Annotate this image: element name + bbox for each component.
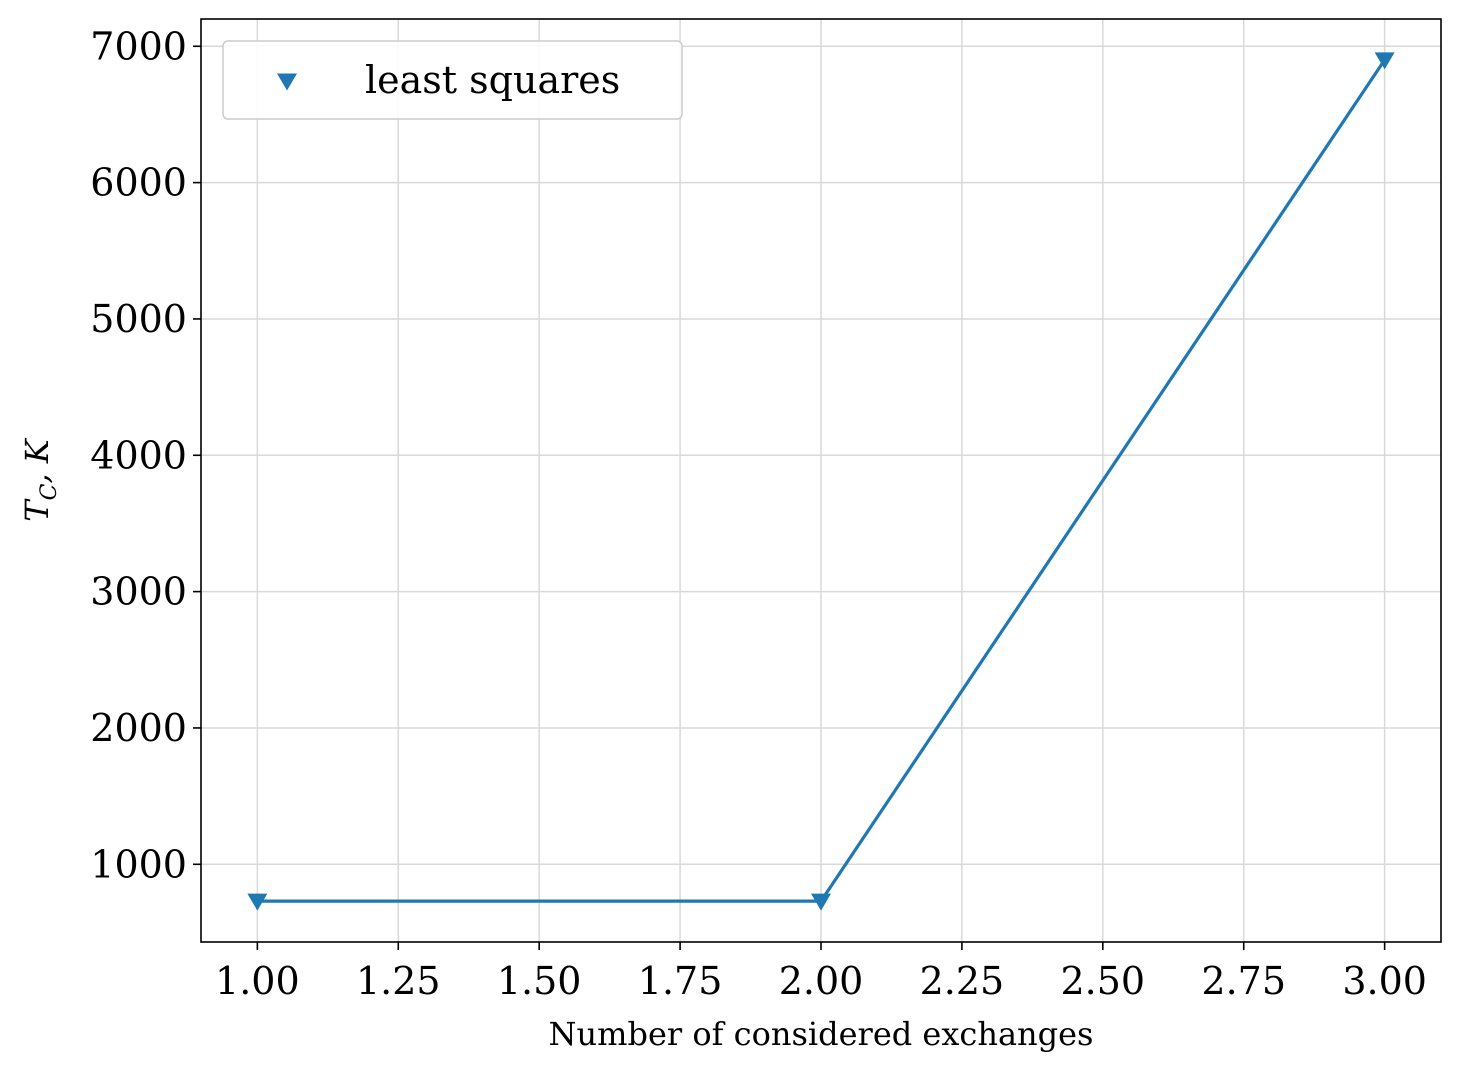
x-tick-label: 1.75 [638, 959, 723, 1003]
legend-box [222, 40, 683, 120]
grid [201, 19, 1441, 942]
y-tick-label: 3000 [90, 570, 187, 614]
x-tick-label: 2.25 [920, 959, 1005, 1003]
y-axis-label: TC, K [18, 437, 62, 522]
x-tick-label: 2.00 [779, 959, 864, 1003]
y-tick-label: 7000 [90, 24, 187, 68]
data-point-marker [1374, 52, 1395, 70]
legend-label: least squares [365, 58, 620, 102]
x-tick-label: 1.00 [215, 959, 300, 1003]
x-tick-label: 3.00 [1342, 959, 1427, 1003]
series-layer [247, 52, 1395, 911]
data-point-marker [811, 893, 831, 911]
y-tick-label: 4000 [90, 433, 187, 477]
x-axis-label: Number of considered exchanges [549, 1015, 1094, 1053]
x-tick-label: 1.50 [497, 959, 582, 1003]
y-tick-label: 5000 [90, 297, 187, 341]
x-tick-label: 2.75 [1201, 959, 1286, 1003]
data-point-marker [247, 893, 268, 911]
legend-marker-triangle-down-icon [277, 73, 297, 91]
y-tick-label: 6000 [90, 161, 187, 205]
y-tick-label: 1000 [90, 842, 187, 886]
y-axis-label-main: T [18, 498, 56, 522]
y-tick-label: 2000 [90, 706, 187, 750]
y-axis-label-unit: , K [18, 437, 56, 483]
x-tick-label: 2.50 [1061, 959, 1146, 1003]
axis-ticks: 1.00 1.25 1.50 1.75 2.00 2.25 2.50 2.75 3.00 1000… [90, 24, 1427, 1003]
legend: least squares [222, 40, 683, 120]
x-tick-label: 1.25 [356, 959, 441, 1003]
y-axis-label-subscript: C [37, 483, 62, 500]
